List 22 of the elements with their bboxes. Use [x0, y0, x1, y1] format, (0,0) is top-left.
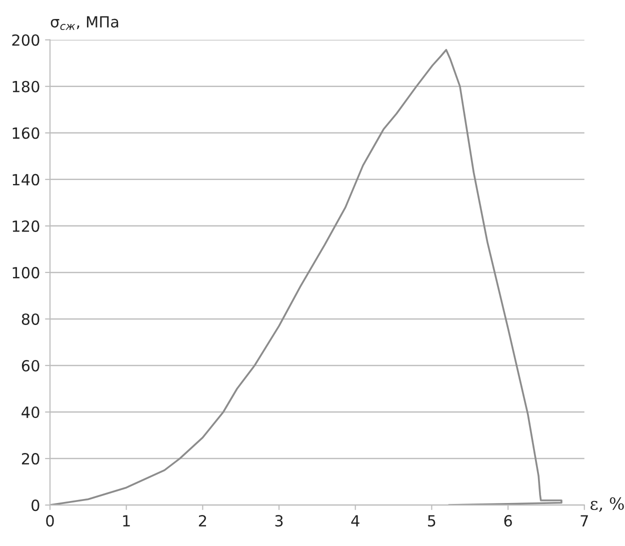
y-tick-label: 200 — [12, 34, 40, 46]
y-tick-label: 0 — [32, 500, 40, 512]
y-tick-label: 140 — [12, 174, 40, 186]
x-tick-label: 4 — [351, 515, 360, 526]
x-tick-label: 5 — [428, 515, 436, 527]
y-tick-label: 180 — [12, 80, 40, 92]
y-tick-label: 160 — [12, 127, 40, 139]
x-tick-label: 1 — [123, 515, 130, 526]
line-series — [50, 48, 562, 506]
y-tick-label: 40 — [22, 406, 40, 418]
x-axis-title: ε, % — [590, 497, 624, 512]
x-tick-label: 7 — [580, 515, 588, 526]
y-tick-label: 20 — [22, 452, 40, 465]
y-tick-label: 120 — [12, 220, 40, 232]
y-tick-label: 100 — [12, 266, 40, 278]
x-tick-label: 2 — [198, 515, 206, 526]
x-tick-label: 3 — [275, 515, 283, 527]
y-axis-title: σ$_{сж}$, МПа — [50, 16, 118, 30]
y-tick-label: 60 — [22, 360, 40, 372]
x-tick-label: 6 — [504, 515, 512, 527]
y-tick-label: 80 — [22, 313, 40, 325]
x-tick-label: 0 — [46, 515, 54, 527]
